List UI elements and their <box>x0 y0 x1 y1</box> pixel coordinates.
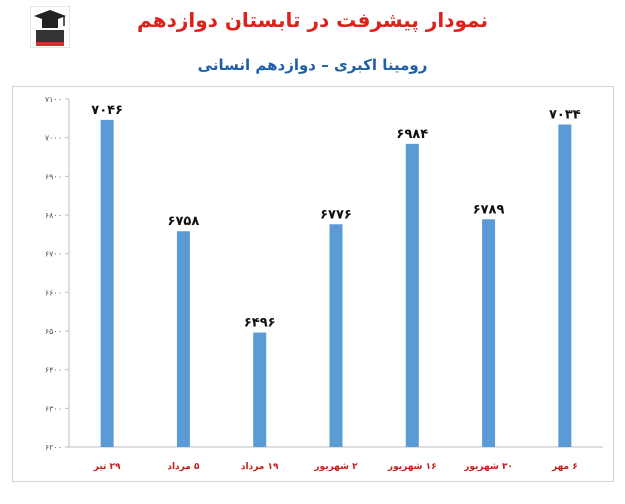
data-label: ۷۰۴۶ <box>91 103 123 118</box>
chart-bar <box>405 143 419 447</box>
chart-frame: ۶۲۰۰ ۶۳۰۰ ۶۴۰۰ ۶۵۰۰ ۶۶۰۰ ۶۷۰۰ ۶۸۰۰ ۶۹۰۰ ۷۰۰۰ ۷۱۰۰… <box>12 86 614 482</box>
y-tick-label: ۷۰۰۰ <box>45 134 62 143</box>
y-tick-label: ۶۲۰۰ <box>45 443 62 452</box>
chart-bar <box>253 332 267 447</box>
y-tick-label: ۶۴۰۰ <box>45 366 62 375</box>
bar-chart: ۶۲۰۰ ۶۳۰۰ ۶۴۰۰ ۶۵۰۰ ۶۶۰۰ ۶۷۰۰ ۶۸۰۰ ۶۹۰۰ ۷۰۰۰ ۷۱۰۰… <box>45 95 603 472</box>
chart-bar <box>329 224 343 447</box>
data-label: ۶۷۸۹ <box>473 202 505 217</box>
chart-title: نمودار پیشرفت در تابستان دوازدهم <box>137 8 488 32</box>
data-label: ۶۷۵۸ <box>168 214 200 229</box>
data-label: ۶۹۸۴ <box>396 127 428 142</box>
y-tick-label: ۶۵۰۰ <box>45 327 62 336</box>
x-tick-label: ۱۹ مرداد <box>241 462 279 472</box>
x-tick-label: ۵ مرداد <box>167 462 200 472</box>
y-tick-label: ۶۶۰۰ <box>45 288 62 297</box>
x-tick-label: ۶ مهر <box>551 462 578 472</box>
y-tick-label: ۶۸۰۰ <box>45 211 62 220</box>
x-tick-label: ۱۶ شهریور <box>387 462 437 472</box>
y-tick-label: ۶۷۰۰ <box>45 250 62 259</box>
data-label: ۶۴۹۶ <box>244 316 276 331</box>
x-tick-label: ۲۹ تیر <box>93 462 121 472</box>
x-tick-label: ۳۰ شهریور <box>463 462 513 472</box>
data-label: ۶۷۷۶ <box>320 207 352 222</box>
chart-bar <box>558 124 572 447</box>
data-label: ۷۰۳۴ <box>549 108 581 123</box>
y-tick-label: ۶۳۰۰ <box>45 404 62 413</box>
y-tick-label: ۷۱۰۰ <box>45 95 62 104</box>
chart-subtitle: رومینا اکبری – دوازدهم انسانی <box>197 56 428 74</box>
chart-bar <box>100 119 114 447</box>
chart-bar <box>176 231 190 447</box>
x-tick-label: ۲ شهریور <box>313 462 358 472</box>
y-tick-label: ۶۹۰۰ <box>45 172 62 181</box>
logo-icon <box>30 6 70 48</box>
chart-bar <box>482 219 496 447</box>
